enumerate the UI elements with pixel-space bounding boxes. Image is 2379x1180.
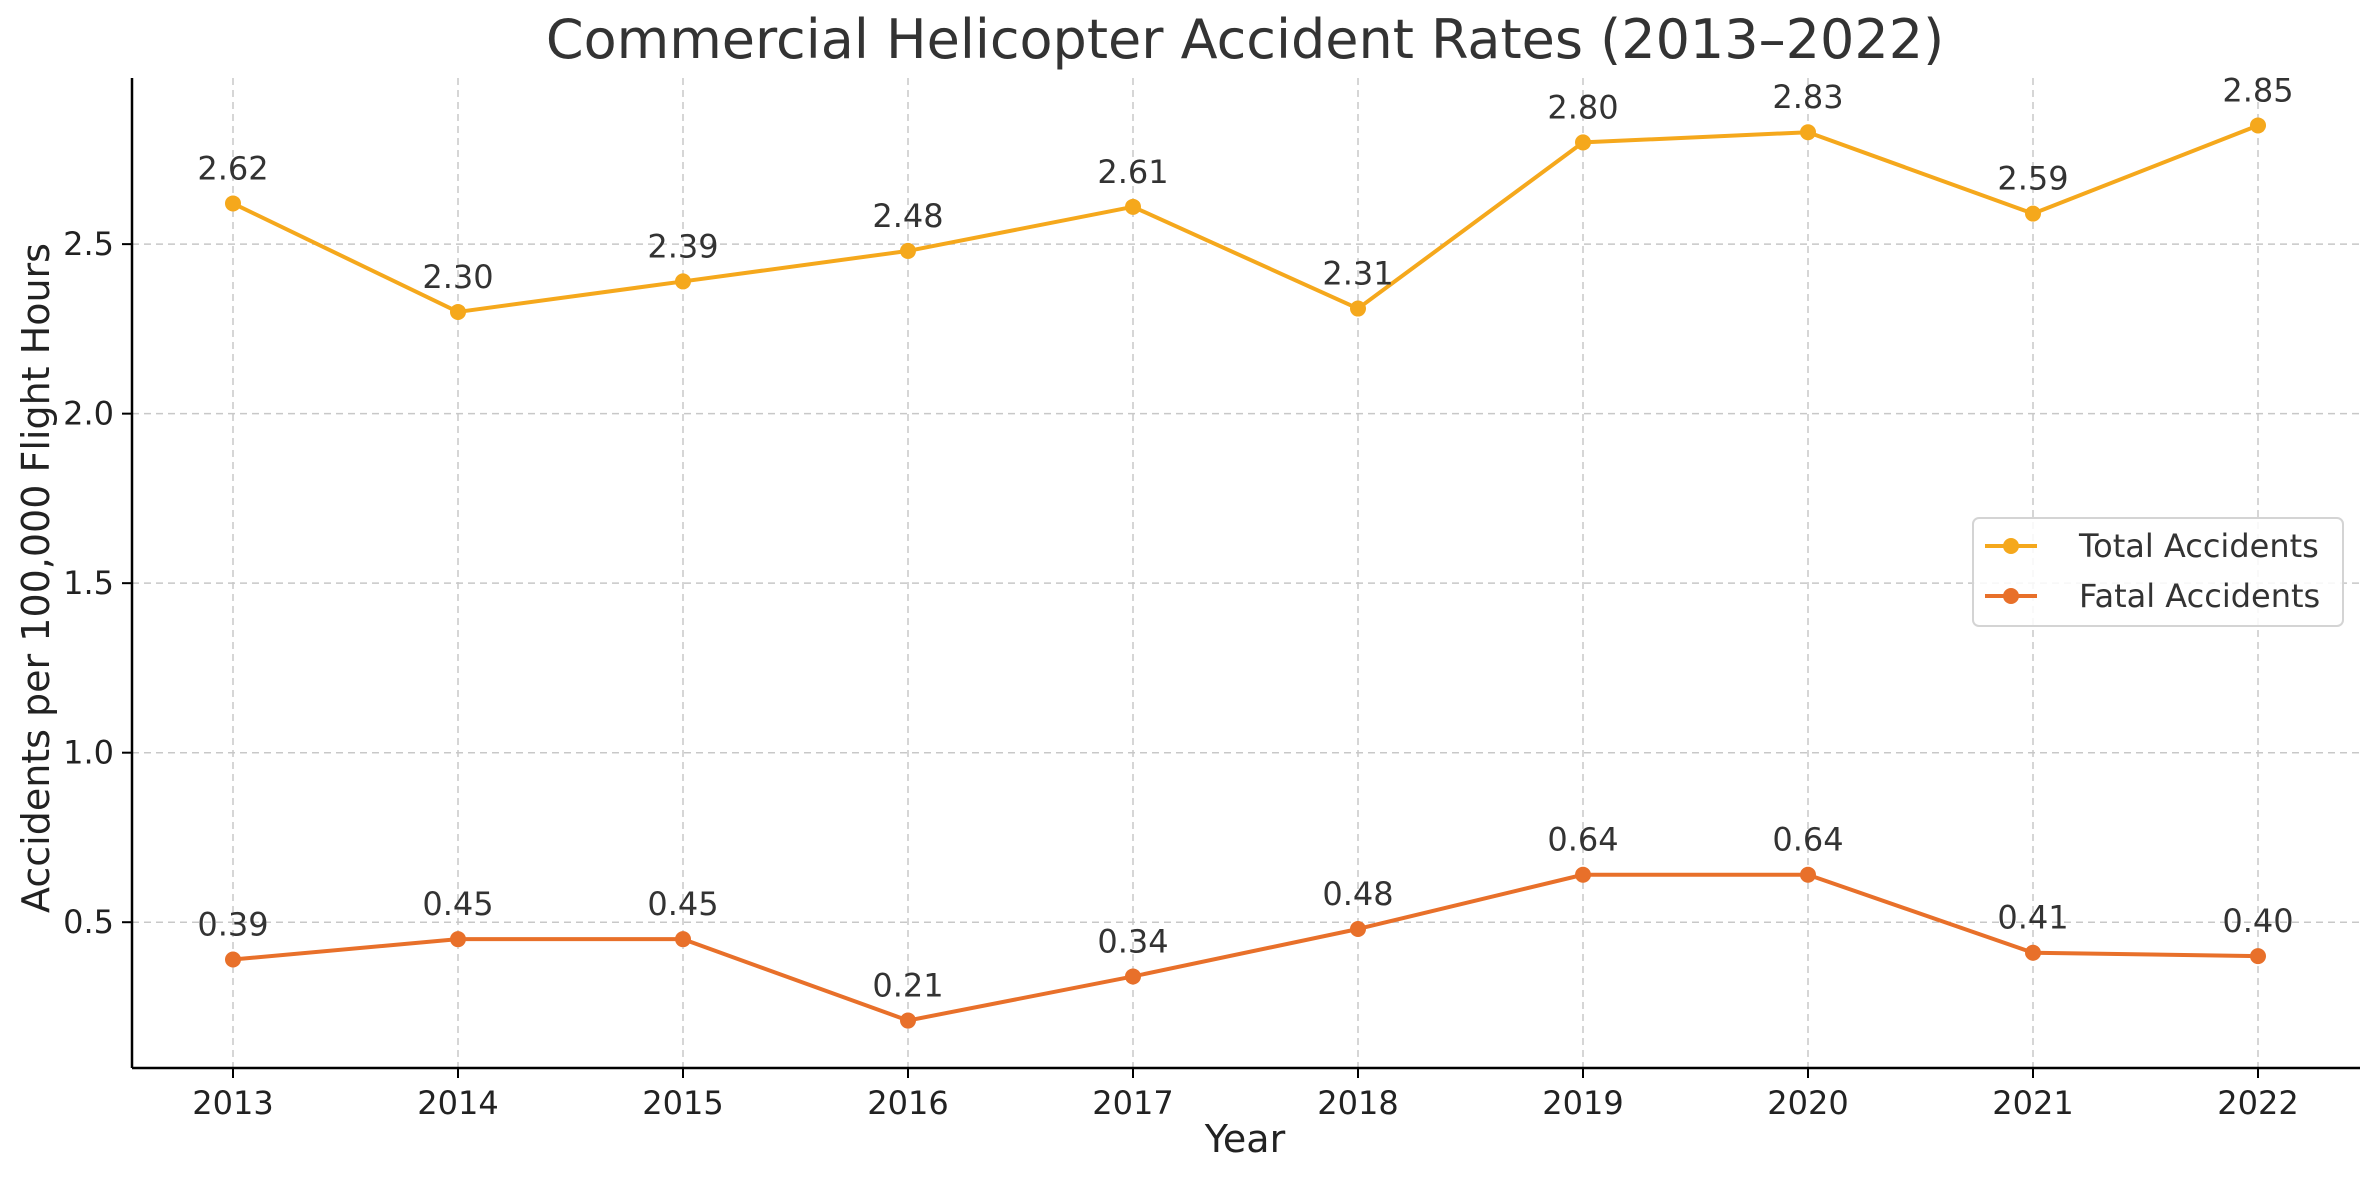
- y-tick-label-1.0: 1.0: [63, 734, 114, 772]
- data-label-fatal-accidents-2016: 0.21: [872, 967, 943, 1005]
- data-label-total-accidents-2019: 2.80: [1547, 88, 1618, 126]
- data-label-total-accidents-2013: 2.62: [197, 149, 268, 187]
- data-label-fatal-accidents-2022: 0.40: [2222, 902, 2293, 940]
- tick-labels: 2013 2014 2015 2016 2017 2018 2019 2020 2021 2022…: [63, 225, 2299, 1122]
- data-label-fatal-accidents-2019: 0.64: [1547, 821, 1618, 859]
- point-total-accidents-2014: [450, 303, 466, 320]
- x-axis-title: Year: [1204, 1117, 1286, 1161]
- series-line-fatal-accidents: [231, 872, 2260, 1023]
- data-label-total-accidents-2015: 2.39: [647, 227, 718, 265]
- data-label-fatal-accidents-2018: 0.48: [1322, 875, 1393, 913]
- point-total-accidents-2013: [225, 195, 241, 212]
- y-tick-label-2.0: 2.0: [63, 395, 114, 433]
- point-total-accidents-2019: [1575, 134, 1591, 151]
- x-tick-label-2015: 2015: [642, 1084, 723, 1122]
- point-total-accidents-2015: [675, 273, 691, 290]
- legend: Total Accidents Fatal Accidents: [1972, 517, 2344, 627]
- axes: [130, 78, 2360, 1070]
- point-fatal-accidents-2016: [900, 1012, 916, 1029]
- point-total-accidents-2020: [1800, 124, 1816, 141]
- data-label-total-accidents-2014: 2.30: [422, 258, 493, 296]
- x-tick-label-2017: 2017: [1092, 1084, 1173, 1122]
- x-tick-label-2021: 2021: [1992, 1084, 2073, 1122]
- series-line-total-accidents: [231, 123, 2260, 314]
- point-total-accidents-2016: [900, 242, 916, 259]
- legend-box: [1972, 517, 2344, 627]
- point-fatal-accidents-2017: [1125, 968, 1141, 985]
- legend-marker-fatal-accidents: [2003, 588, 2019, 604]
- x-tick-label-2019: 2019: [1542, 1084, 1623, 1122]
- legend-marker-total-accidents: [2003, 538, 2019, 554]
- data-label-fatal-accidents-2013: 0.39: [197, 906, 268, 944]
- x-tick-label-2016: 2016: [867, 1084, 948, 1122]
- point-fatal-accidents-2020: [1800, 866, 1816, 883]
- series-fatal-accidents: [225, 866, 2266, 1029]
- data-label-total-accidents-2022: 2.85: [2222, 71, 2293, 109]
- point-fatal-accidents-2022: [2250, 948, 2266, 965]
- point-total-accidents-2018: [1350, 300, 1366, 317]
- point-fatal-accidents-2014: [450, 931, 466, 948]
- y-axis-title: Accidents per 100,000 Flight Hours: [14, 243, 58, 913]
- y-tick-label-0.5: 0.5: [63, 903, 114, 941]
- data-label-total-accidents-2016: 2.48: [872, 197, 943, 235]
- data-label-fatal-accidents-2020: 0.64: [1772, 821, 1843, 859]
- point-fatal-accidents-2018: [1350, 920, 1366, 937]
- chart-title: Commercial Helicopter Accident Rates (20…: [546, 8, 1944, 71]
- legend-entry-fatal-accidents: Fatal Accidents: [1985, 577, 2320, 615]
- point-total-accidents-2022: [2250, 117, 2266, 134]
- series-total-accidents: [225, 117, 2266, 320]
- data-label-total-accidents-2017: 2.61: [1097, 153, 1168, 191]
- legend-entry-total-accidents: Total Accidents: [1985, 527, 2319, 565]
- point-total-accidents-2017: [1125, 198, 1141, 215]
- data-label-fatal-accidents-2014: 0.45: [422, 885, 493, 923]
- point-fatal-accidents-2013: [225, 951, 241, 968]
- data-label-fatal-accidents-2021: 0.41: [1997, 899, 2068, 937]
- data-label-total-accidents-2018: 2.31: [1322, 255, 1393, 293]
- series: [225, 117, 2266, 1029]
- x-tick-label-2018: 2018: [1317, 1084, 1398, 1122]
- legend-label-total-accidents: Total Accidents: [2078, 527, 2319, 565]
- point-fatal-accidents-2019: [1575, 866, 1591, 883]
- data-label-total-accidents-2021: 2.59: [1997, 160, 2068, 198]
- x-tick-label-2020: 2020: [1767, 1084, 1848, 1122]
- y-tick-label-1.5: 1.5: [63, 564, 114, 602]
- x-tick-label-2022: 2022: [2217, 1084, 2298, 1122]
- data-label-fatal-accidents-2015: 0.45: [647, 885, 718, 923]
- point-total-accidents-2021: [2025, 205, 2041, 222]
- data-labels: 2.62 2.30 2.39 2.48 2.61 2.31 2.80 2.83 2.59 2.85…: [197, 71, 2293, 1004]
- legend-label-fatal-accidents: Fatal Accidents: [2079, 577, 2320, 615]
- point-fatal-accidents-2021: [2025, 944, 2041, 961]
- point-fatal-accidents-2015: [675, 931, 691, 948]
- data-label-total-accidents-2020: 2.83: [1772, 78, 1843, 116]
- data-label-fatal-accidents-2017: 0.34: [1097, 922, 1168, 960]
- y-tick-label-2.5: 2.5: [63, 225, 114, 263]
- x-tick-label-2013: 2013: [192, 1084, 273, 1122]
- x-tick-label-2014: 2014: [417, 1084, 498, 1122]
